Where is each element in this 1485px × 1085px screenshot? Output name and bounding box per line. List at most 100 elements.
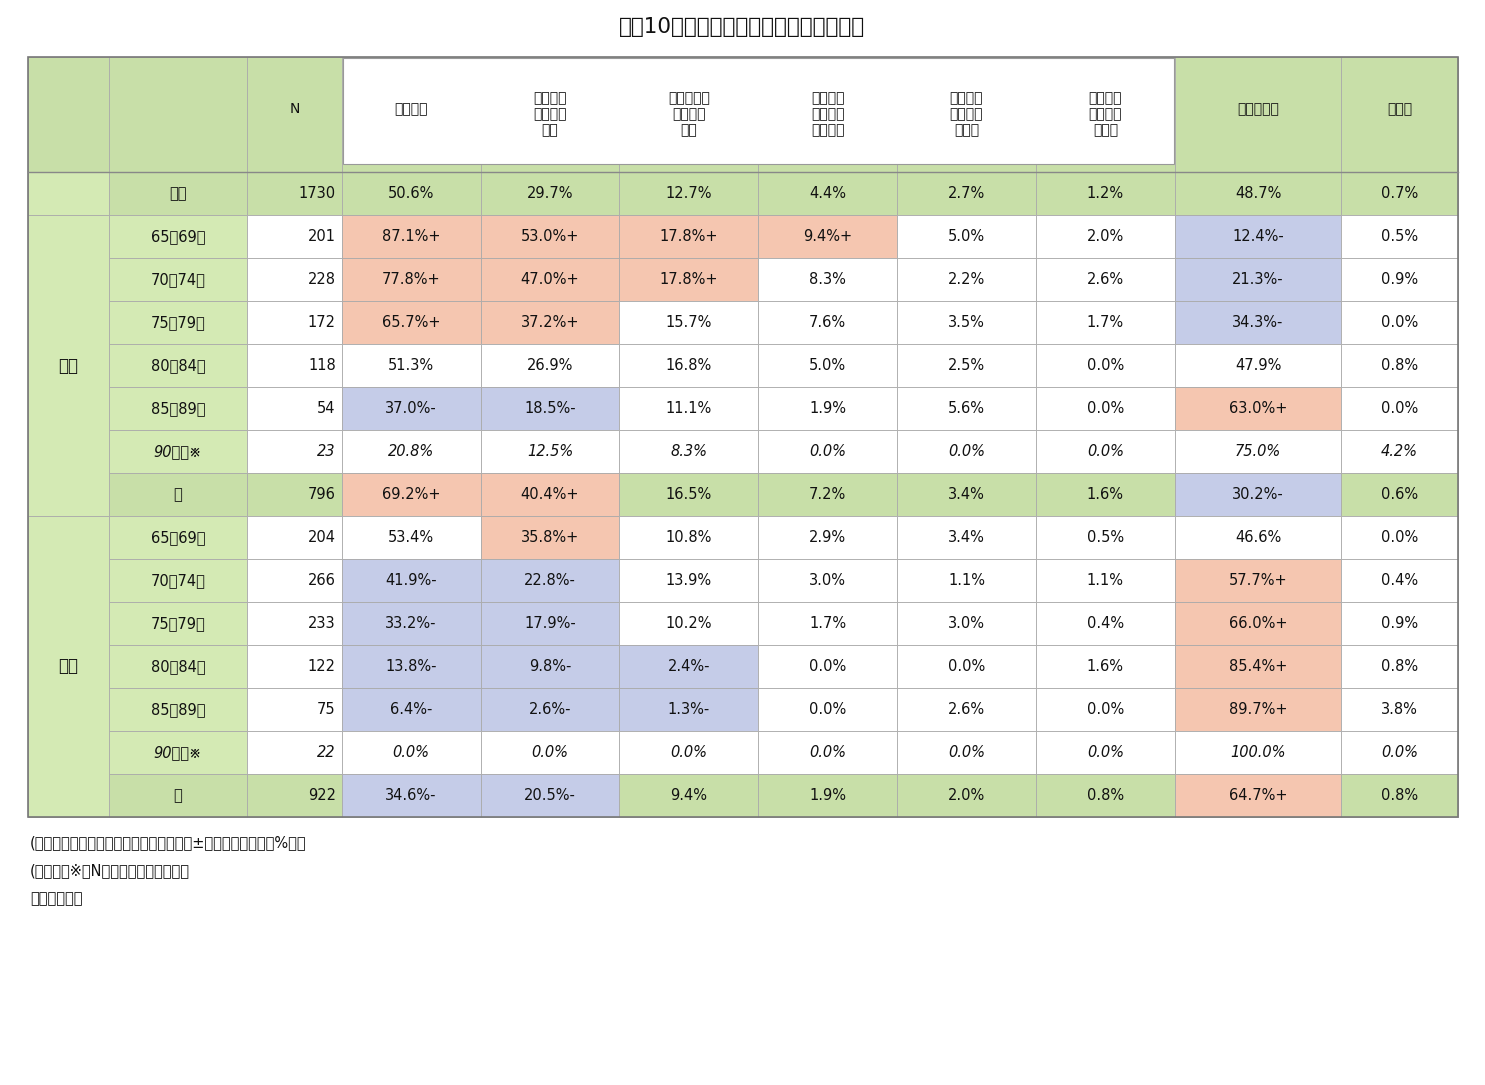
- Text: 運転しない: 運転しない: [1237, 102, 1279, 116]
- Text: 85～89歳: 85～89歳: [150, 401, 205, 416]
- Bar: [1341, 301, 1458, 344]
- Text: 9.4%+: 9.4%+: [803, 229, 852, 244]
- Bar: [759, 430, 897, 473]
- Bar: [342, 774, 481, 817]
- Bar: [759, 215, 897, 258]
- Bar: [342, 559, 481, 602]
- Bar: [759, 258, 897, 301]
- Bar: [1037, 473, 1175, 516]
- Text: 図表10　性・年齢階級別にみた運転頻度: 図表10 性・年齢階級別にみた運転頻度: [619, 17, 866, 37]
- Text: 0.7%: 0.7%: [1381, 186, 1418, 201]
- Text: 1.6%: 1.6%: [1087, 487, 1124, 502]
- Bar: [108, 731, 248, 774]
- Bar: [108, 559, 248, 602]
- Text: 2.7%: 2.7%: [947, 186, 985, 201]
- Bar: [481, 644, 619, 688]
- Bar: [481, 731, 619, 774]
- Bar: [1175, 258, 1341, 301]
- Bar: [481, 430, 619, 473]
- Bar: [619, 688, 759, 731]
- Bar: [481, 602, 619, 644]
- Text: 6.4%-: 6.4%-: [391, 702, 432, 717]
- Text: 26.9%: 26.9%: [527, 358, 573, 373]
- Text: (備考１）全体より有意に差があるものに±表記（有意水準５%）。: (備考１）全体より有意に差があるものに±表記（有意水準５%）。: [30, 835, 306, 850]
- Bar: [342, 173, 481, 215]
- Text: 18.5%-: 18.5%-: [524, 401, 576, 416]
- Bar: [481, 559, 619, 602]
- Text: 0.8%: 0.8%: [1381, 358, 1418, 373]
- Text: 53.0%+: 53.0%+: [521, 229, 579, 244]
- Text: （資料）同上: （資料）同上: [30, 891, 83, 906]
- Bar: [481, 301, 619, 344]
- Text: 5.6%: 5.6%: [947, 401, 985, 416]
- Text: 796: 796: [307, 487, 336, 502]
- Text: 1.9%: 1.9%: [809, 788, 846, 803]
- Bar: [342, 430, 481, 473]
- Bar: [1175, 688, 1341, 731]
- Bar: [619, 644, 759, 688]
- Bar: [1341, 688, 1458, 731]
- Text: 34.6%-: 34.6%-: [386, 788, 437, 803]
- Text: 0.0%: 0.0%: [947, 444, 985, 459]
- Text: 17.9%-: 17.9%-: [524, 616, 576, 631]
- Bar: [342, 644, 481, 688]
- Text: 1.3%-: 1.3%-: [668, 702, 710, 717]
- Text: 男性: 男性: [58, 357, 79, 374]
- Text: 0.9%: 0.9%: [1381, 616, 1418, 631]
- Text: 0.0%: 0.0%: [1381, 401, 1418, 416]
- Text: 5.0%: 5.0%: [809, 358, 846, 373]
- Bar: [28, 516, 108, 817]
- Bar: [248, 215, 342, 258]
- Text: 0.0%: 0.0%: [947, 659, 985, 674]
- Text: 4.2%: 4.2%: [1381, 444, 1418, 459]
- Text: 40.4%+: 40.4%+: [521, 487, 579, 502]
- Text: 7.6%: 7.6%: [809, 315, 846, 330]
- Text: 17.8%+: 17.8%+: [659, 229, 719, 244]
- Bar: [759, 559, 897, 602]
- Text: 75～79歳: 75～79歳: [150, 616, 205, 631]
- Text: 77.8%+: 77.8%+: [382, 272, 441, 288]
- Text: 21.3%-: 21.3%-: [1233, 272, 1285, 288]
- Text: 30.2%-: 30.2%-: [1233, 487, 1285, 502]
- Text: 年に数回
しか運転
しない: 年に数回 しか運転 しない: [1089, 91, 1123, 138]
- Text: 1.9%: 1.9%: [809, 401, 846, 416]
- Bar: [248, 731, 342, 774]
- Text: 53.4%: 53.4%: [388, 529, 434, 545]
- Text: 3.0%: 3.0%: [947, 616, 985, 631]
- Text: 9.8%-: 9.8%-: [529, 659, 572, 674]
- Bar: [481, 387, 619, 430]
- Bar: [248, 473, 342, 516]
- Bar: [108, 387, 248, 430]
- Text: 47.9%: 47.9%: [1236, 358, 1282, 373]
- Text: 22.8%-: 22.8%-: [524, 573, 576, 588]
- Bar: [1175, 774, 1341, 817]
- Bar: [342, 387, 481, 430]
- Bar: [248, 387, 342, 430]
- Text: 64.7%+: 64.7%+: [1228, 788, 1287, 803]
- Bar: [619, 602, 759, 644]
- Bar: [342, 58, 481, 173]
- Text: 8.3%: 8.3%: [809, 272, 846, 288]
- Text: 月に数回
しか運転
しない: 月に数回 しか運転 しない: [950, 91, 983, 138]
- Text: 0.0%: 0.0%: [1087, 401, 1124, 416]
- Bar: [481, 516, 619, 559]
- Text: 54: 54: [318, 401, 336, 416]
- Text: 1.7%: 1.7%: [1087, 315, 1124, 330]
- Text: 13.9%: 13.9%: [665, 573, 711, 588]
- Bar: [342, 258, 481, 301]
- Text: 週に１回
くらいは
運転する: 週に１回 くらいは 運転する: [811, 91, 845, 138]
- Bar: [342, 473, 481, 516]
- Bar: [759, 688, 897, 731]
- Bar: [481, 473, 619, 516]
- Bar: [1175, 58, 1341, 173]
- Bar: [1341, 516, 1458, 559]
- Text: 計: 計: [174, 487, 183, 502]
- Text: 47.0%+: 47.0%+: [521, 272, 579, 288]
- Text: 41.9%-: 41.9%-: [386, 573, 437, 588]
- Text: 0.0%: 0.0%: [1381, 315, 1418, 330]
- Text: 3.4%: 3.4%: [947, 529, 985, 545]
- Bar: [897, 602, 1037, 644]
- Text: 1.7%: 1.7%: [809, 616, 846, 631]
- Bar: [1341, 215, 1458, 258]
- Bar: [108, 473, 248, 516]
